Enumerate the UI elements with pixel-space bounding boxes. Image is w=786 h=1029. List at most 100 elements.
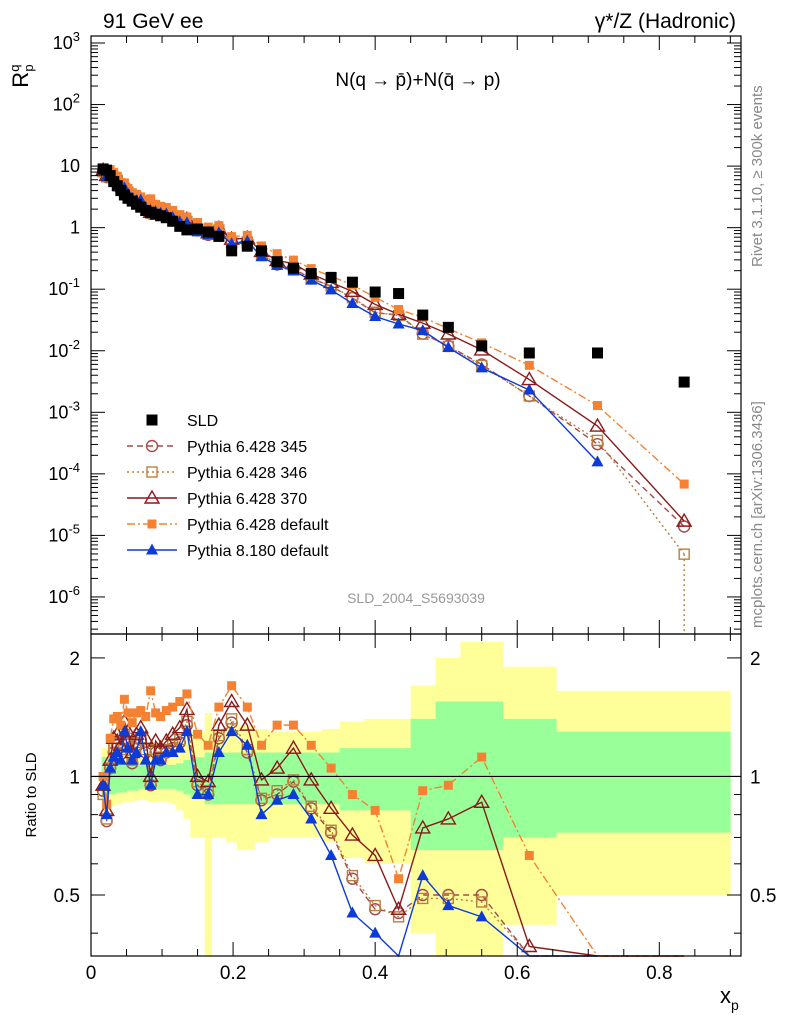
ratio-tick-label: 1 xyxy=(69,767,80,788)
legend-label-pythia-8-180-default: Pythia 8.180 default xyxy=(187,543,329,560)
sld-data-marker xyxy=(181,224,193,236)
x-axis-label-sub: p xyxy=(731,997,739,1013)
green-band-segment xyxy=(236,752,255,805)
pythia-8-180-default-ratio-marker xyxy=(173,741,186,753)
pythia-6-428-370-ratio-marker xyxy=(414,819,431,834)
sld-data-marker xyxy=(192,223,204,235)
pythia-6-428-default-ratio-marker xyxy=(102,799,112,809)
pythia-6-428-default-ratio-marker xyxy=(161,706,171,716)
pythia-6-428-346-ratio-line xyxy=(102,717,685,957)
pythia-6-428-370-ratio-marker xyxy=(285,739,302,754)
y-axis-label-sup: q xyxy=(7,65,22,72)
pythia-6-428-default-main-marker xyxy=(214,221,224,231)
pythia-8-180-default-ratio-marker xyxy=(144,778,157,790)
pythia-6-428-default-ratio-marker xyxy=(272,720,282,730)
green-band-segment xyxy=(460,701,504,851)
ratio-y-axis-label: Ratio to SLD xyxy=(23,752,40,837)
y-axis-label-base: R xyxy=(8,72,33,88)
sld-data-marker xyxy=(393,288,405,300)
pythia-6-428-346-main-series xyxy=(97,166,690,634)
sld-data-marker xyxy=(271,256,283,268)
y-tick-label: 103 xyxy=(53,29,80,53)
pythia-8-180-default-ratio-marker xyxy=(100,808,113,820)
pythia-6-428-default-main-marker xyxy=(272,249,282,259)
sld-data-marker xyxy=(442,321,454,333)
pythia-6-428-346-ratio-marker xyxy=(255,792,268,805)
pythia-8-180-default-main-marker xyxy=(305,273,318,285)
pythia-6-428-default-ratio-marker xyxy=(119,694,129,704)
pythia-6-428-default-ratio-marker xyxy=(443,780,453,790)
process-label: γ*/Z (Hadronic) xyxy=(595,10,736,33)
pythia-6-428-370-ratio-marker xyxy=(239,716,256,731)
pythia-8-180-default-ratio-marker xyxy=(346,906,359,918)
pythia-6-428-default-main-marker xyxy=(193,217,203,227)
green-band-segment xyxy=(435,701,461,851)
pythia-6-428-default-main-marker xyxy=(175,210,185,220)
legend-label-pythia-6-428-346: Pythia 6.428 346 xyxy=(187,465,307,482)
pythia-6-428-default-main-marker xyxy=(141,196,151,206)
legend-marker-sld xyxy=(146,414,158,426)
pythia-8-180-default-ratio-series xyxy=(97,725,598,958)
pythia-6-428-default-ratio-marker xyxy=(288,720,298,730)
sld-main-series xyxy=(97,163,690,388)
pythia-6-428-370-ratio-marker xyxy=(152,739,169,754)
legend-marker-pythia-6-428-370 xyxy=(143,489,161,504)
pythia-6-428-370-ratio-marker xyxy=(223,693,240,708)
pythia-6-428-370-main-marker xyxy=(589,417,606,432)
pythia-6-428-346-ratio-marker xyxy=(346,869,359,882)
y-axis-label: Rqp xyxy=(7,64,36,87)
pythia-6-428-345-ratio-marker xyxy=(475,888,488,902)
x-axis-label-base: x xyxy=(720,983,731,1008)
green-band-segment xyxy=(410,718,436,851)
pythia-8-180-default-ratio-marker xyxy=(118,725,131,737)
pythia-8-180-default-ratio-marker xyxy=(126,753,139,765)
sld-data-marker xyxy=(213,230,225,242)
pythia-6-428-370-ratio-marker xyxy=(521,938,538,953)
pythia-6-428-default-ratio-marker xyxy=(418,786,428,796)
pythia-8-180-default-ratio-marker xyxy=(271,793,284,805)
ratio-tick-label-right: 0.5 xyxy=(750,886,776,907)
pythia-6-428-default-ratio-marker xyxy=(524,850,534,860)
ratio-panel-frame xyxy=(90,633,742,957)
pythia-8-180-default-ratio-marker xyxy=(154,753,167,765)
pythia-6-428-370-ratio-marker xyxy=(147,732,164,747)
pythia-6-428-370-ratio-marker xyxy=(268,759,286,774)
x-tick-label: 0.4 xyxy=(362,963,389,984)
green-band-segment xyxy=(108,760,113,795)
pythia-8-180-default-main-marker xyxy=(392,317,405,329)
pythia-8-180-default-ratio-marker xyxy=(114,753,127,765)
pythia-6-428-346-ratio-marker xyxy=(325,824,337,836)
legend-item-pythia-6-428-345: Pythia 6.428 345 xyxy=(127,439,307,456)
pythia-6-428-default-ratio-marker xyxy=(203,740,213,750)
main-series-layer xyxy=(94,161,693,634)
green-band-segment xyxy=(300,752,323,805)
pythia-6-428-default-ratio-series xyxy=(98,681,685,957)
sld-data-marker xyxy=(255,245,267,257)
ratio-series-layer xyxy=(94,681,685,958)
pythia-8-180-default-ratio-marker xyxy=(130,746,143,758)
pythia-6-428-370-main-marker xyxy=(675,512,693,527)
ratio-tick-label-right: 1 xyxy=(750,767,761,788)
pythia-8-180-default-ratio-marker xyxy=(134,725,147,737)
ratio-tick-label: 2 xyxy=(69,649,80,670)
pythia-6-428-default-main-marker xyxy=(227,232,237,242)
pythia-8-180-default-ratio-marker xyxy=(255,808,268,820)
legend-marker-pythia-6-428-default xyxy=(147,519,157,529)
pythia-6-428-default-ratio-marker xyxy=(193,729,203,739)
pythia-8-180-default-ratio-marker xyxy=(442,899,455,911)
pythia-6-428-default-main-marker xyxy=(156,201,166,211)
pythia-6-428-370-ratio-marker xyxy=(473,793,490,808)
pythia-6-428-370-ratio-marker xyxy=(210,716,228,731)
x-tick-label: 0.6 xyxy=(504,963,530,984)
pythia-8-180-default-ratio-marker xyxy=(475,910,488,922)
x-tick-label: 0.8 xyxy=(646,963,672,984)
legend-marker-pythia-6-428-345 xyxy=(145,439,159,453)
pythia-6-428-370-ratio-marker xyxy=(112,736,130,751)
sld-data-marker xyxy=(241,240,253,252)
pythia-8-180-default-ratio-marker xyxy=(225,725,238,737)
pythia-6-428-370-ratio-marker xyxy=(158,732,175,747)
pythia-6-428-346-ratio-marker xyxy=(305,800,317,812)
pythia-6-428-default-ratio-marker xyxy=(242,702,252,712)
x-axis-label: xp xyxy=(720,983,739,1013)
